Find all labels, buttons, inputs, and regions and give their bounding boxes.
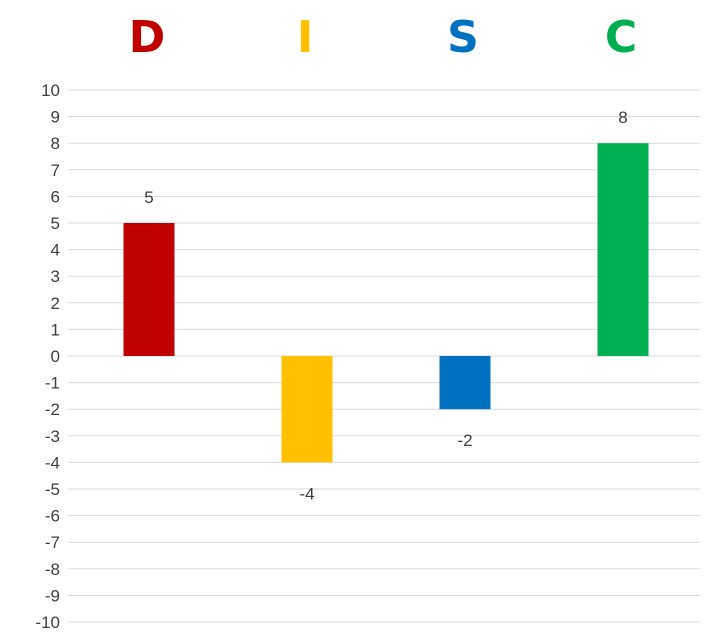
y-tick-label: 4 [51,241,60,260]
y-tick-label: 0 [51,347,60,366]
y-tick-label: -8 [45,560,60,579]
y-tick-label: -9 [45,586,60,605]
y-tick-label: 9 [51,108,60,127]
category-label-c: C [605,12,637,63]
y-tick-label: 8 [51,134,60,153]
y-tick-label: 10 [41,81,60,100]
data-label-s: -2 [457,431,472,450]
y-tick-label: -4 [45,453,60,472]
y-tick-label: -3 [45,427,60,446]
data-label-c: 8 [618,108,627,127]
data-labels: 5 -4 -2 8 [144,108,627,503]
bar-d [123,223,175,356]
bars [123,143,649,463]
y-tick-label: 1 [51,320,60,339]
bar-c [597,143,649,356]
y-tick-label: 2 [51,294,60,313]
y-tick-label: -7 [45,533,60,552]
bar-s [439,356,491,410]
y-tick-label: -5 [45,480,60,499]
data-label-i: -4 [299,484,314,503]
category-label-i: I [297,12,313,63]
category-label-d: D [129,12,166,63]
y-tick-label: 6 [51,187,60,206]
category-label-s: S [447,12,479,63]
y-tick-label: -10 [35,613,60,632]
y-tick-label: 5 [51,214,60,233]
data-label-d: 5 [144,188,153,207]
bar-i [281,356,333,463]
y-tick-label: -1 [45,374,60,393]
y-tick-label: 3 [51,267,60,286]
y-tick-label: 7 [51,161,60,180]
y-tick-label: -6 [45,507,60,526]
y-tick-label: -2 [45,400,60,419]
